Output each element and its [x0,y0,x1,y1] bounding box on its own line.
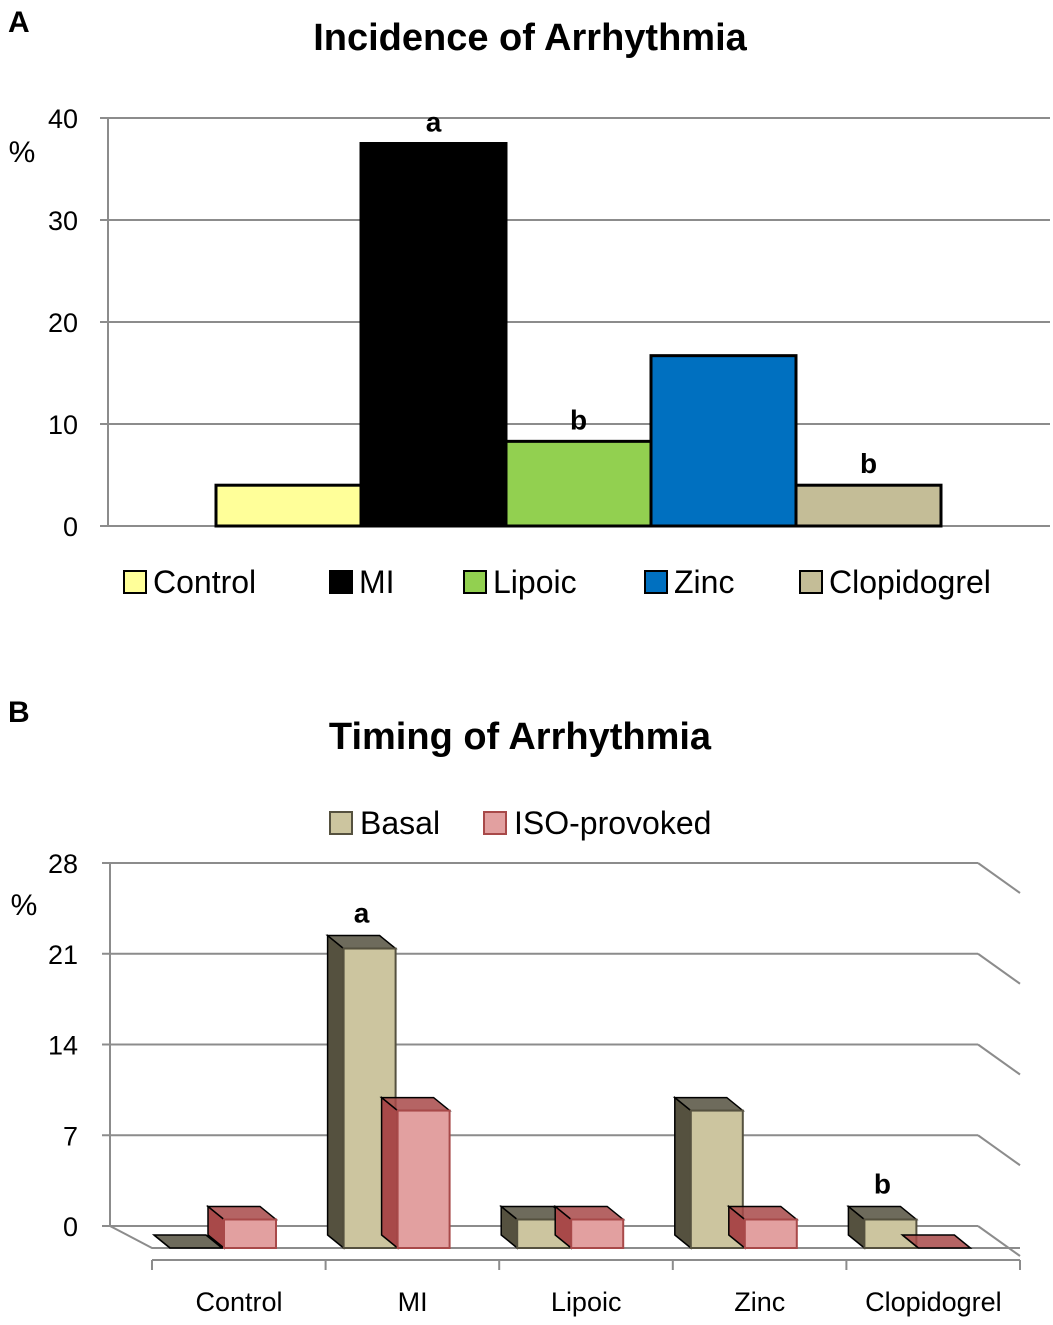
gridline-b-side [977,1225,1021,1257]
panel-b-letter: B [8,696,30,729]
y-tick-label-b: 7 [63,1121,78,1151]
bar-top-iso-provoked-clopidogrel [900,1234,973,1249]
y-tick-label-a: 40 [48,104,78,134]
bar-basal-control [151,1234,225,1249]
y-tick-label-a: 20 [48,308,78,338]
chart-a-ylabel: % [9,136,36,169]
bar-mi [359,142,508,528]
y-tick-label-a: 10 [48,410,78,440]
bar-front-basal-clopidogrel [863,1218,918,1249]
gridline-b-side [977,862,1021,894]
y-tick-label-a: 0 [63,512,78,542]
legend-swatch-mi [329,570,353,594]
legend-label-control: Control [153,564,256,600]
bar-iso-provoked-mi [379,1096,452,1250]
x-category-label-zinc: Zinc [734,1287,785,1317]
significance-label-clopidogrel: b [874,1168,891,1199]
legend-label-mi: MI [359,564,395,600]
y-tick-label-b: 28 [48,849,78,879]
bar-zinc [649,354,798,528]
legend-label-zinc: Zinc [674,564,734,600]
gridline-b-side [977,1043,1021,1076]
x-category-label-clopidogrel: Clopidogrel [865,1287,1002,1317]
y-tick-label-b: 0 [63,1212,78,1242]
bar-side-basal-mi [326,933,345,1250]
bar-iso-provoked-zinc [726,1204,799,1250]
legend-swatch-clopidogrel [799,570,823,594]
bar-side-basal-zinc [674,1096,692,1250]
legend-swatch-iso-provoked [483,811,507,835]
bar-front-iso-provoked-mi [396,1109,451,1250]
bar-front-iso-provoked-zinc [743,1218,798,1249]
bar-iso-provoked-clopidogrel [900,1234,973,1249]
legend-label-lipoic: Lipoic [493,564,577,600]
bar-front-iso-provoked-control [223,1218,277,1249]
bar-basal-clopidogrel [846,1204,919,1250]
chart-b: 0 7 14 21 28 Control a MI Lipoic Zinc b Clopidogrel… [48,805,1021,1317]
significance-label-mi: a [354,898,370,929]
chart-a: 0 10 20 30 40 a b b Control MI Lipoic Zinc Clopidogr… [48,104,1050,600]
y-tick-label-b: 14 [48,1031,78,1061]
legend-swatch-control [123,570,147,594]
chart-b-ylabel: % [11,889,38,922]
significance-label-clopidogrel: b [860,448,877,479]
bar-iso-provoked-control [205,1204,279,1250]
bar-control [214,483,363,528]
bar-iso-provoked-lipoic [553,1204,626,1250]
significance-label-mi: a [426,107,442,138]
bar-lipoic [504,439,653,528]
legend-label-clopidogrel: Clopidogrel [829,564,991,600]
bar-clopidogrel [794,483,943,528]
bar-side-iso-provoked-mi [380,1096,399,1250]
x-category-label-lipoic: Lipoic [551,1287,622,1317]
bar-front-iso-provoked-lipoic [570,1218,625,1249]
gridline-b-side [977,1134,1021,1167]
panel-a-letter: A [8,6,30,39]
legend-label-basal: Basal [360,805,440,841]
y-tick-label-a: 30 [48,206,78,236]
x-category-label-control: Control [195,1287,282,1317]
bar-top-basal-control [151,1234,225,1249]
legend-label-iso-provoked: ISO-provoked [514,805,711,841]
gridline-b-side [977,952,1021,985]
x-category-label-mi: MI [398,1287,428,1317]
chart-a-title: Incidence of Arrhythmia [313,17,747,59]
legend-swatch-lipoic [463,570,487,594]
y-tick-label-b: 21 [48,940,78,970]
significance-label-lipoic: b [570,404,587,435]
chart-b-title: Timing of Arrhythmia [329,716,712,758]
legend-swatch-zinc [644,570,668,594]
legend-swatch-basal [329,811,353,835]
